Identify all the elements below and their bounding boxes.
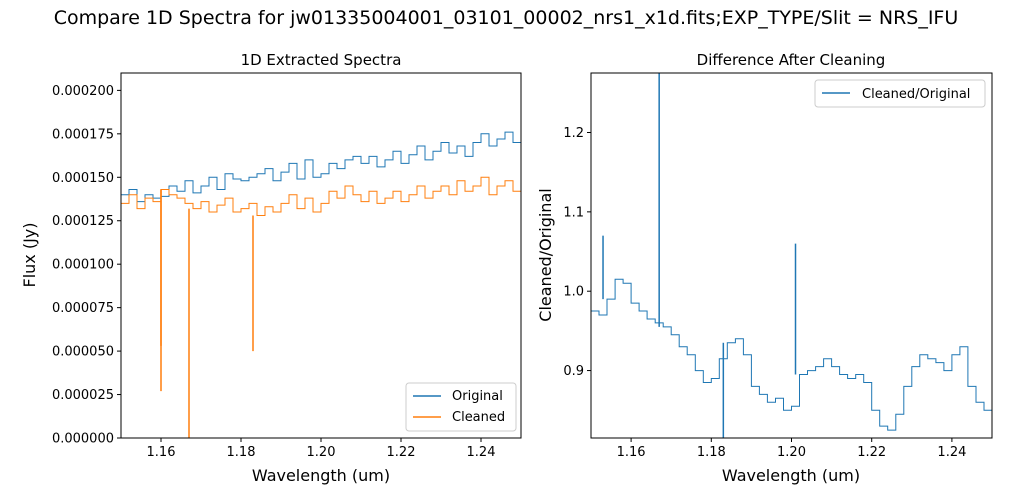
- ytick-label: 0.9: [563, 364, 584, 379]
- panel1-xticks: 1.16 1.18 1.20 1.22 1.24: [147, 438, 496, 460]
- panel1-ylabel: Flux (Jy): [20, 222, 39, 287]
- panel1-title: 1D Extracted Spectra: [241, 51, 402, 69]
- panel-1d-extracted-spectra: 1D Extracted Spectra 1.16 1.18 1.20 1.22 1.2…: [20, 51, 522, 485]
- xtick-label: 1.18: [227, 445, 256, 460]
- panel2-legend: Cleaned/Original: [814, 79, 986, 108]
- panel2-xlabel: Wavelength (um): [722, 466, 860, 485]
- xtick-label: 1.24: [467, 445, 496, 460]
- ytick-label: 0.000175: [52, 127, 114, 142]
- legend-ratio-label: Cleaned/Original: [862, 87, 970, 102]
- ytick-label: 0.000150: [52, 171, 114, 186]
- series-line-cleaned: [121, 176, 522, 216]
- panel2-legend-box: [814, 79, 986, 108]
- ytick-label: 0.000200: [52, 84, 114, 99]
- panel1-yticks: 0.000000 0.000025 0.000050 0.000075 0.000100…: [52, 84, 121, 447]
- xtick-label: 1.18: [697, 445, 726, 460]
- panel1-series-layer: [121, 131, 522, 438]
- xtick-label: 1.16: [147, 445, 176, 460]
- ytick-label: 0.000100: [52, 258, 114, 273]
- series-line-original: [121, 131, 522, 203]
- xtick-label: 1.22: [857, 445, 886, 460]
- panel2-series-layer: [591, 73, 993, 438]
- ytick-label: 0.000000: [52, 432, 114, 447]
- panel2-ylabel: Cleaned/Original: [536, 188, 555, 321]
- panel2-plot-area: [590, 72, 993, 439]
- xtick-label: 1.22: [387, 445, 416, 460]
- legend-cleaned-label: Cleaned: [452, 410, 505, 425]
- panel1-legend-box: [405, 382, 517, 432]
- xtick-label: 1.20: [307, 445, 336, 460]
- ytick-label: 0.000050: [52, 345, 114, 360]
- series-line-cleaned-original: [591, 278, 993, 431]
- ytick-label: 0.000025: [52, 388, 114, 403]
- xtick-label: 1.20: [777, 445, 806, 460]
- legend-original-label: Original: [452, 389, 503, 404]
- ytick-label: 1.1: [563, 205, 584, 220]
- panel-difference-after-cleaning: Difference After Cleaning 1.16 1.18 1.20 1.…: [536, 51, 993, 485]
- panel1-legend: Original Cleaned: [405, 382, 517, 432]
- figure-suptitle: Compare 1D Spectra for jw01335004001_031…: [53, 7, 959, 29]
- ytick-label: 1.0: [563, 285, 584, 300]
- xtick-label: 1.24: [937, 445, 966, 460]
- xtick-label: 1.16: [617, 445, 646, 460]
- ytick-label: 0.000075: [52, 301, 114, 316]
- ytick-label: 1.2: [563, 126, 584, 141]
- ytick-label: 0.000125: [52, 214, 114, 229]
- panel2-yticks: 0.9 1.0 1.1 1.2: [563, 126, 591, 379]
- panel2-title: Difference After Cleaning: [697, 51, 886, 69]
- panel2-xticks: 1.16 1.18 1.20 1.22 1.24: [617, 438, 966, 460]
- panel1-xlabel: Wavelength (um): [252, 466, 390, 485]
